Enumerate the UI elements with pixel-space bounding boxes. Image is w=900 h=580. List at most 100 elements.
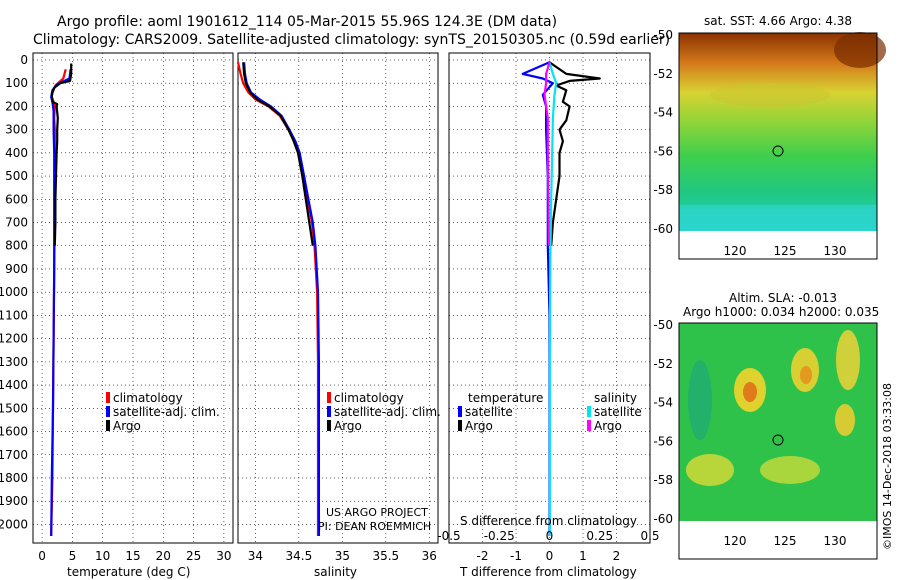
depth-tick-label: 900 <box>5 262 28 276</box>
depth-tick-label: 300 <box>5 123 28 137</box>
x-tick-label: 30 <box>216 549 231 563</box>
x-tick-label: 15 <box>125 549 140 563</box>
legend-label-climatology: climatology <box>113 391 183 405</box>
sla-high-3 <box>836 330 860 390</box>
salinity-axis-label: salinity <box>314 565 357 579</box>
depth-tick-label: 1900 <box>0 494 28 508</box>
sla-map-frame <box>678 322 878 560</box>
sla-low-1 <box>688 360 712 440</box>
depth-tick-label: 1600 <box>0 425 28 439</box>
depth-tick-label: 0 <box>20 53 28 67</box>
depth-tick-label: 1200 <box>0 332 28 346</box>
depth-tick-label: 1400 <box>0 378 28 392</box>
depth-tick-label: 600 <box>5 192 28 206</box>
series-line-t-argo <box>548 61 601 246</box>
map-lat-tick: -50 <box>653 28 673 42</box>
x-tick-label: 35.5 <box>372 549 399 563</box>
legend-swatch-climatology <box>106 392 110 403</box>
sla-high-4 <box>835 404 855 436</box>
map-lon-tick: 125 <box>774 244 797 258</box>
depth-tick-label: 700 <box>5 216 28 230</box>
sst-cool-band <box>679 205 877 231</box>
s-diff-tick-label: 0 <box>546 529 554 543</box>
x-tick-label: 35 <box>335 549 350 563</box>
legend-swatch-t-satellite <box>458 406 462 417</box>
legend-swatch-argo <box>106 420 110 431</box>
legend-title-temperature: temperature <box>468 391 543 405</box>
depth-tick-label: 1500 <box>0 401 28 415</box>
sla-map-title-1: Altim. SLA: -0.013 <box>729 291 837 305</box>
map-lon-tick: 120 <box>724 534 747 548</box>
sst-argo-marker <box>772 145 784 157</box>
legend-label-t-satellite: satellite <box>465 405 513 419</box>
legend-title-salinity: salinity <box>594 391 637 405</box>
legend-swatch-t-argo <box>458 420 462 431</box>
sla-high-6 <box>760 456 820 484</box>
map-lat-tick: -52 <box>653 357 673 371</box>
sst-field <box>679 33 877 231</box>
sla-high-1-core <box>743 382 757 402</box>
map-lat-tick: -58 <box>653 183 673 197</box>
sst-map <box>678 32 886 260</box>
s-diff-tick-label: 0.25 <box>586 529 613 543</box>
salinity-legend: climatology satellite-adj. clim. Argo <box>327 391 441 433</box>
x-tick-label: 34 <box>248 549 263 563</box>
salinity-panel <box>237 52 439 544</box>
x-tick-label: 0 <box>38 549 46 563</box>
x-tick-label: 0 <box>546 549 554 563</box>
legend-label-s-satellite: satellite <box>594 405 642 419</box>
depth-tick-label: 1000 <box>0 285 28 299</box>
map-lon-tick: 125 <box>774 534 797 548</box>
x-tick-label: -2 <box>477 549 489 563</box>
legend-swatch-satellite <box>327 406 331 417</box>
pi-project-text: US ARGO PROJECT <box>326 506 428 519</box>
x-tick-label: 5 <box>69 549 77 563</box>
x-tick-label: 20 <box>156 549 171 563</box>
x-tick-label: 10 <box>95 549 110 563</box>
depth-tick-label: 1100 <box>0 308 28 322</box>
temperature-legend: climatology satellite-adj. clim. Argo <box>106 391 220 433</box>
series-line-satellite-adj-clim- <box>50 69 72 537</box>
depth-tick-label: 800 <box>5 239 28 253</box>
t-difference-axis-label: T difference from climatology <box>459 565 637 579</box>
x-tick-label: 34.5 <box>286 549 313 563</box>
series-line-climatology <box>236 62 320 536</box>
legend-label-argo: Argo <box>334 419 362 433</box>
legend-label-satellite: satellite-adj. clim. <box>334 405 441 419</box>
map-lat-tick: -54 <box>653 106 673 120</box>
map-lat-tick: -60 <box>653 512 673 526</box>
map-lat-tick: -58 <box>653 473 673 487</box>
series-line-s-argo <box>543 61 551 246</box>
series-line-argo <box>242 62 314 246</box>
map-lon-tick: 120 <box>724 244 747 258</box>
map-lat-tick: -56 <box>653 144 673 158</box>
depth-tick-label: 100 <box>5 76 28 90</box>
legend-label-argo: Argo <box>113 419 141 433</box>
legend-label-s-argo: Argo <box>594 419 622 433</box>
credit-text: ©IMOS 14-Dec-2018 03:33:08 <box>881 383 894 550</box>
sst-mid-patch <box>710 83 830 107</box>
depth-tick-label: 400 <box>5 146 28 160</box>
depth-tick-label: 200 <box>5 99 28 113</box>
depth-tick-label: 500 <box>5 169 28 183</box>
sst-map-frame <box>678 32 878 260</box>
series-line-argo <box>50 63 73 246</box>
series-line-s-satellite <box>548 61 558 536</box>
map-lat-tick: -60 <box>653 222 673 236</box>
x-tick-label: 36 <box>422 549 437 563</box>
sla-high-2-core <box>800 366 812 384</box>
x-tick-label: 2 <box>613 549 621 563</box>
s-difference-axis-label: S difference from climatology <box>460 514 637 528</box>
pi-name-text: PI: DEAN ROEMMICH <box>318 520 431 533</box>
map-lat-tick: -52 <box>653 67 673 81</box>
s-diff-tick-label: -0.5 <box>437 529 460 543</box>
legend-swatch-s-argo <box>587 420 591 431</box>
sla-argo-marker <box>772 434 784 446</box>
title-line-2: Climatology: CARS2009. Satellite-adjuste… <box>33 32 670 48</box>
sst-map-title: sat. SST: 4.66 Argo: 4.38 <box>704 14 852 28</box>
sla-high-5 <box>686 454 734 486</box>
legend-swatch-satellite <box>106 406 110 417</box>
legend-swatch-climatology <box>327 392 331 403</box>
legend-swatch-argo <box>327 420 331 431</box>
